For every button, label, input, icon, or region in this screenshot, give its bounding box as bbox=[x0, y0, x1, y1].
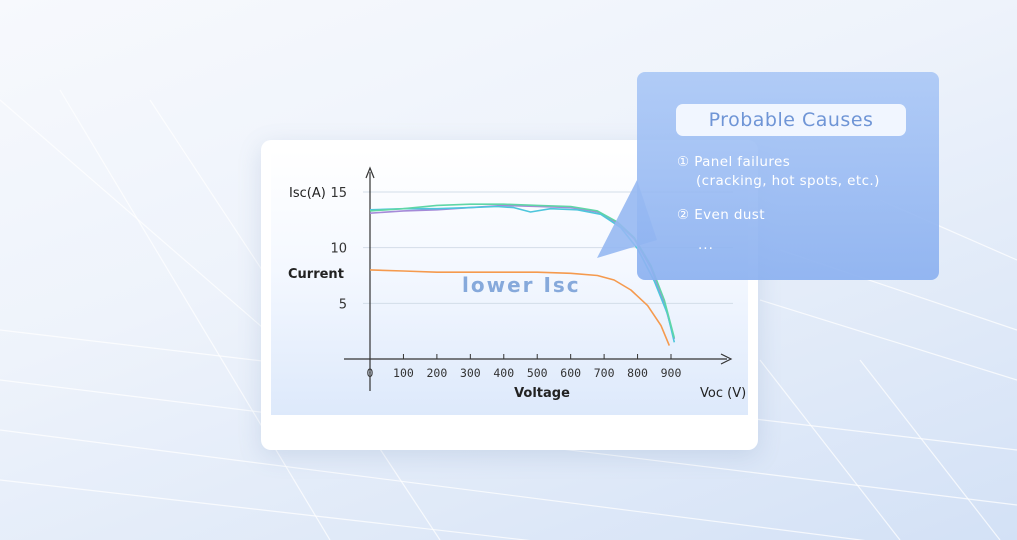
x-tick-label-800: 800 bbox=[627, 366, 648, 380]
y-axis-arrow bbox=[365, 166, 375, 179]
cause-item-dust: ② Even dust bbox=[677, 207, 765, 223]
x-axis-arrow bbox=[720, 353, 733, 365]
lower-isc-annotation: lower Isc bbox=[462, 273, 581, 297]
more-causes-ellipsis: ... bbox=[698, 237, 714, 253]
y-tick-label-15: 15 bbox=[330, 186, 347, 201]
x-axis-unit: Voc (V) bbox=[700, 386, 746, 401]
x-tick-label-0: 0 bbox=[367, 366, 374, 380]
x-tick-label-500: 500 bbox=[527, 366, 548, 380]
x-tick-label-700: 700 bbox=[594, 366, 615, 380]
x-tick-label-900: 900 bbox=[661, 366, 682, 380]
y-tick-label-10: 10 bbox=[330, 242, 347, 257]
probable-causes-panel: Probable Causes ① Panel failures (cracki… bbox=[637, 72, 939, 280]
y-axis-title: Current bbox=[288, 267, 344, 282]
x-tick-label-400: 400 bbox=[493, 366, 514, 380]
x-axis-title: Voltage bbox=[514, 386, 570, 401]
cause-item-panel-failures-detail: (cracking, hot spots, etc.) bbox=[696, 173, 880, 189]
series-line-4 bbox=[369, 269, 671, 346]
x-tick-label-100: 100 bbox=[393, 366, 414, 380]
x-tick-label-600: 600 bbox=[560, 366, 581, 380]
cause-item-panel-failures: ① Panel failures bbox=[677, 154, 791, 170]
x-tick-label-300: 300 bbox=[460, 366, 481, 380]
causes-title: Probable Causes bbox=[676, 104, 906, 136]
x-tick-label-200: 200 bbox=[426, 366, 447, 380]
y-axis-unit: Isc(A) bbox=[289, 186, 326, 201]
y-tick-label-5: 5 bbox=[339, 297, 347, 312]
